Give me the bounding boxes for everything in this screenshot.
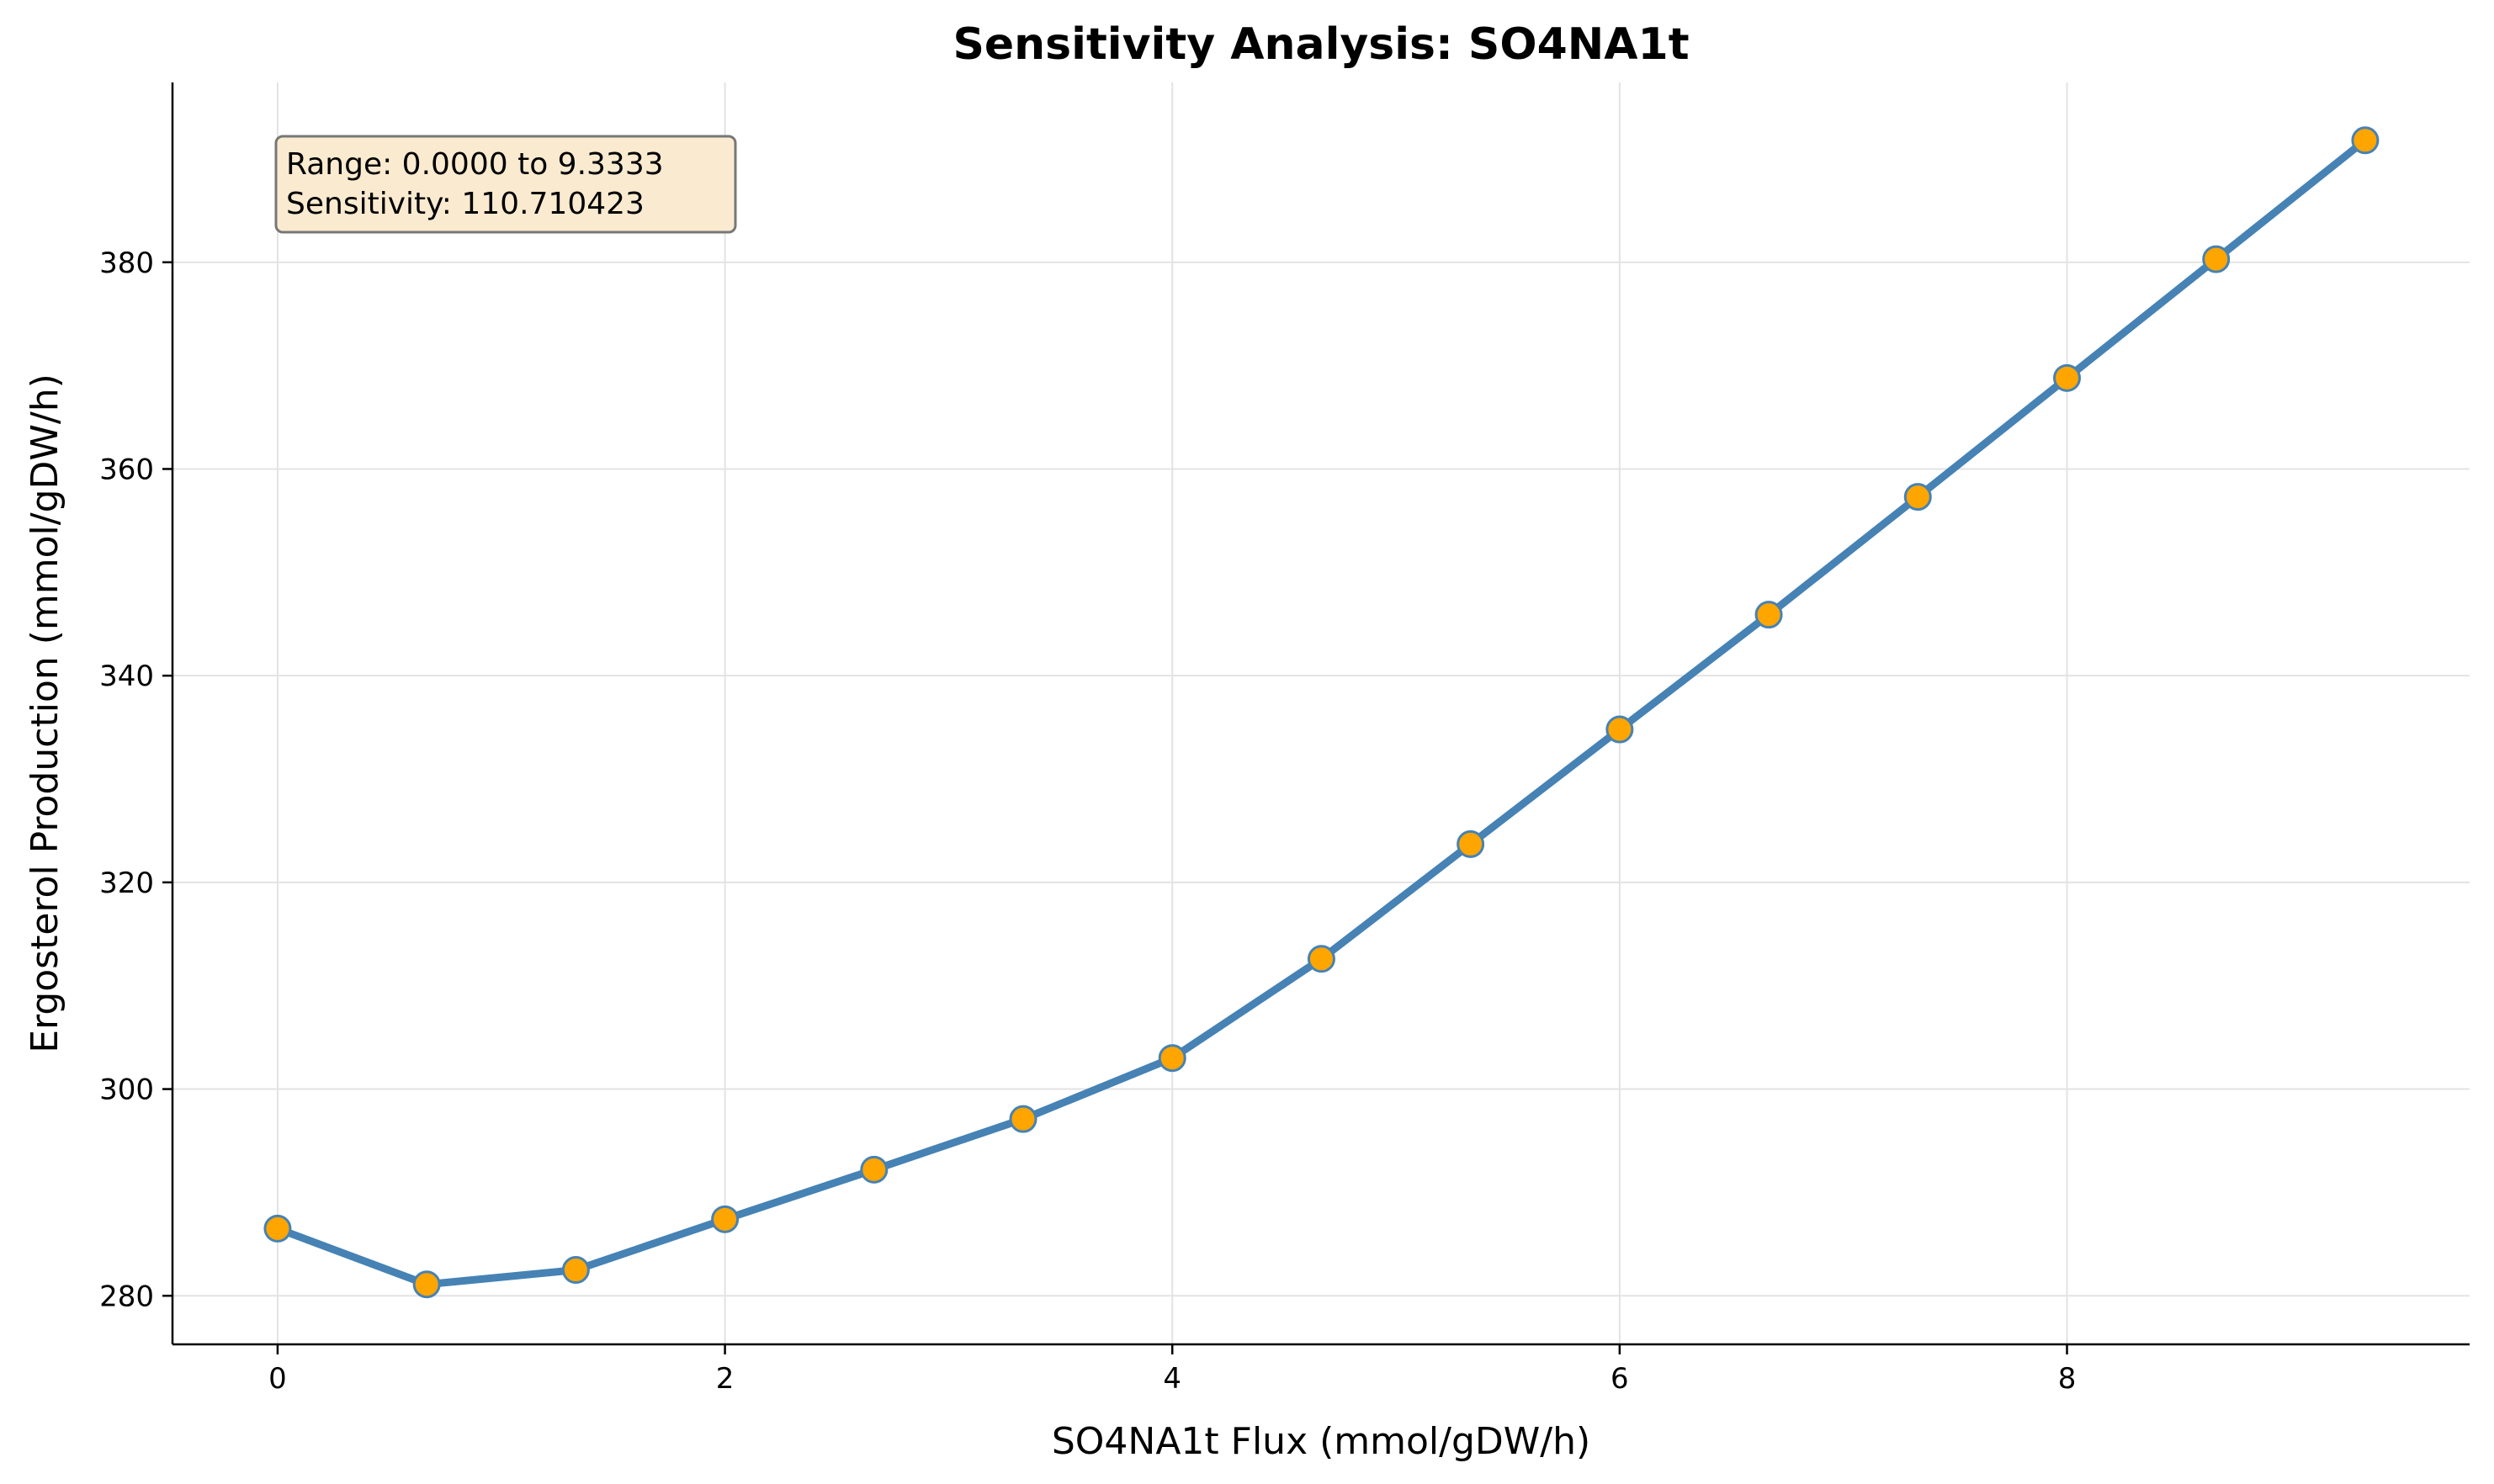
x-tick-label: 8 — [2058, 1362, 2077, 1396]
x-tick-label: 4 — [1163, 1362, 1181, 1396]
x-tick-label: 0 — [268, 1362, 287, 1396]
data-point — [263, 1214, 292, 1243]
annotation-range: Range: 0.0000 to 9.3333 — [286, 147, 664, 182]
data-point — [1457, 829, 1485, 858]
x-tick-label: 6 — [1610, 1362, 1629, 1396]
y-tick-label: 300 — [99, 1073, 154, 1107]
chart-title: Sensitivity Analysis: SO4NA1t — [952, 19, 1689, 70]
data-point — [2351, 126, 2380, 155]
annotation-background — [274, 135, 737, 234]
data-point — [1754, 601, 1783, 629]
data-point — [1307, 945, 1335, 973]
series-line — [273, 136, 2369, 1289]
x-tick-label: 2 — [716, 1362, 735, 1396]
y-tick-label: 280 — [99, 1280, 154, 1313]
axes — [171, 82, 2470, 1346]
data-point — [1605, 715, 1634, 744]
data-point — [860, 1155, 889, 1184]
annotation-box: Range: 0.0000 to 9.3333 Sensitivity: 110… — [274, 135, 737, 234]
data-point — [711, 1205, 740, 1233]
data-point — [561, 1256, 590, 1285]
x-axis-label: SO4NA1t Flux (mmol/gDW/h) — [1052, 1420, 1590, 1463]
annotation-sensitivity: Sensitivity: 110.710423 — [286, 187, 645, 221]
data-point — [2053, 363, 2082, 392]
data-point — [1903, 483, 1932, 511]
y-tick-label: 380 — [99, 246, 154, 280]
y-tick-label: 360 — [99, 453, 154, 486]
y-axis-label: Ergosterol Production (mmol/gDW/h) — [24, 374, 66, 1053]
ticks: 0 2 4 6 8 280 300 320 340 360 380 — [99, 246, 2076, 1396]
data-point — [412, 1270, 441, 1299]
grid — [172, 82, 2470, 1344]
data-point — [2202, 245, 2231, 273]
data-point — [1158, 1044, 1186, 1073]
y-tick-label: 340 — [99, 660, 154, 693]
y-tick-label: 320 — [99, 867, 154, 900]
series — [263, 126, 2380, 1299]
data-point — [1009, 1105, 1037, 1133]
